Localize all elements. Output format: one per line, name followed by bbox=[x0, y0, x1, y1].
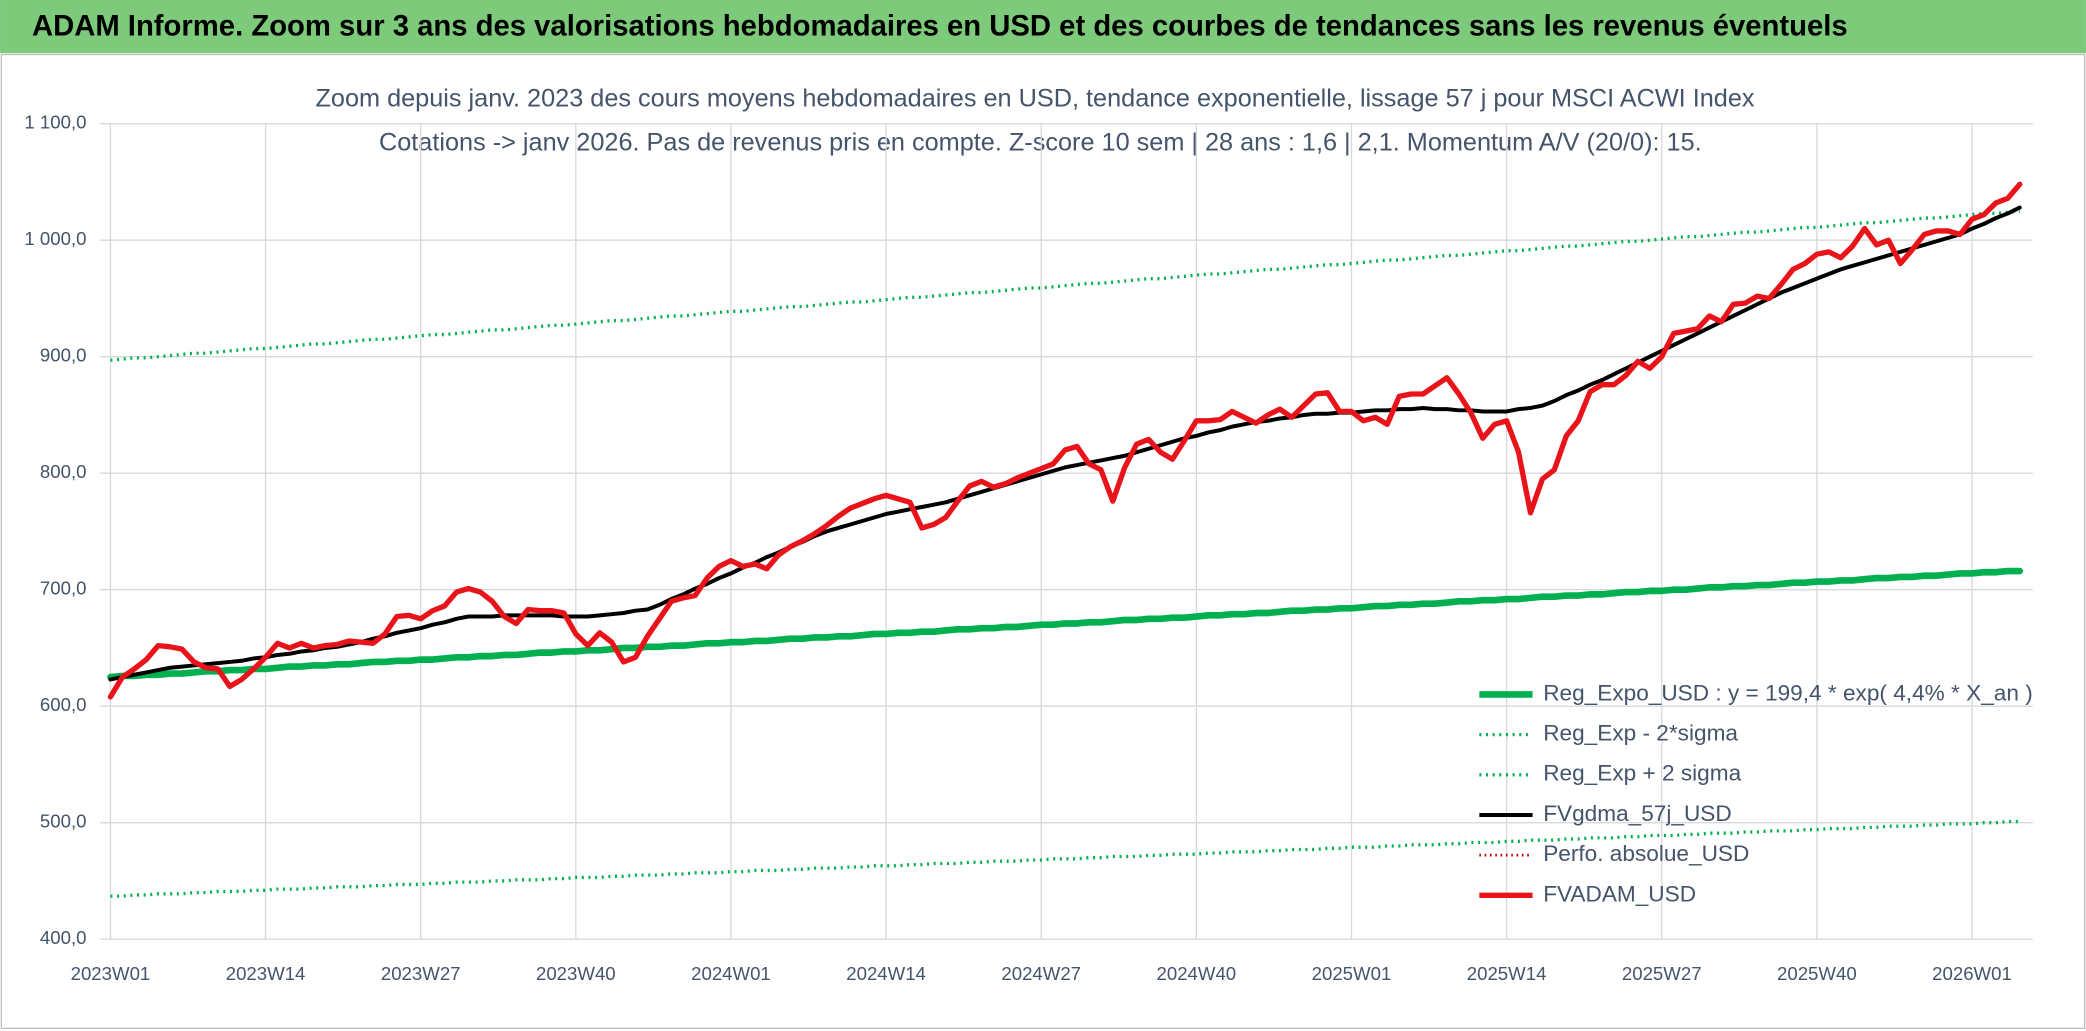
x-tick-label: 2024W40 bbox=[1157, 963, 1237, 984]
y-tick-label: 800,0 bbox=[40, 461, 87, 482]
chart-subtitle: Cotations -> janv 2026. Pas de revenus p… bbox=[379, 128, 1702, 156]
legend-label: Reg_Exp + 2 sigma bbox=[1543, 761, 1741, 786]
x-tick-label: 2026W01 bbox=[1932, 963, 2012, 984]
x-tick-label: 2025W40 bbox=[1777, 963, 1857, 984]
x-tick-label: 2023W27 bbox=[381, 963, 461, 984]
x-tick-label: 2024W01 bbox=[691, 963, 771, 984]
y-tick-label: 600,0 bbox=[40, 694, 87, 715]
legend-label: Reg_Expo_USD : y = 199,4 * exp( 4,4% * X… bbox=[1543, 680, 2033, 705]
grid bbox=[99, 123, 2033, 940]
legend-label: Perfo. absolue_USD bbox=[1543, 841, 1749, 866]
x-tick-label: 2024W14 bbox=[846, 963, 926, 984]
y-tick-label: 400,0 bbox=[40, 927, 87, 948]
x-tick-label: 2025W27 bbox=[1622, 963, 1702, 984]
series-line bbox=[107, 181, 2023, 700]
legend-label: Reg_Exp - 2*sigma bbox=[1543, 721, 1738, 746]
y-tick-label: 1 000,0 bbox=[24, 228, 86, 249]
series-line bbox=[108, 205, 2022, 682]
x-tick-label: 2023W01 bbox=[71, 963, 151, 984]
y-tick-label: 500,0 bbox=[40, 811, 87, 832]
legend-label: FVgdma_57j_USD bbox=[1543, 801, 1732, 826]
chart-border bbox=[0, 53, 2086, 1030]
header-bar bbox=[0, 0, 2086, 54]
series-line bbox=[107, 567, 2024, 681]
y-tick-label: 1 100,0 bbox=[24, 112, 86, 133]
y-tick-label: 900,0 bbox=[40, 345, 87, 366]
x-tick-label: 2025W01 bbox=[1312, 963, 1392, 984]
x-tick-label: 2024W27 bbox=[1001, 963, 1081, 984]
legend-label: FVADAM_USD bbox=[1543, 881, 1696, 906]
y-tick-label: 700,0 bbox=[40, 578, 87, 599]
x-tick-label: 2023W40 bbox=[536, 963, 616, 984]
series-line bbox=[110, 209, 2020, 362]
chart-title: Zoom depuis janv. 2023 des cours moyens … bbox=[315, 84, 1754, 112]
header-title: ADAM Informe. Zoom sur 3 ans des valoris… bbox=[32, 11, 1848, 43]
x-tick-label: 2023W14 bbox=[226, 963, 306, 984]
x-tick-label: 2025W14 bbox=[1467, 963, 1547, 984]
